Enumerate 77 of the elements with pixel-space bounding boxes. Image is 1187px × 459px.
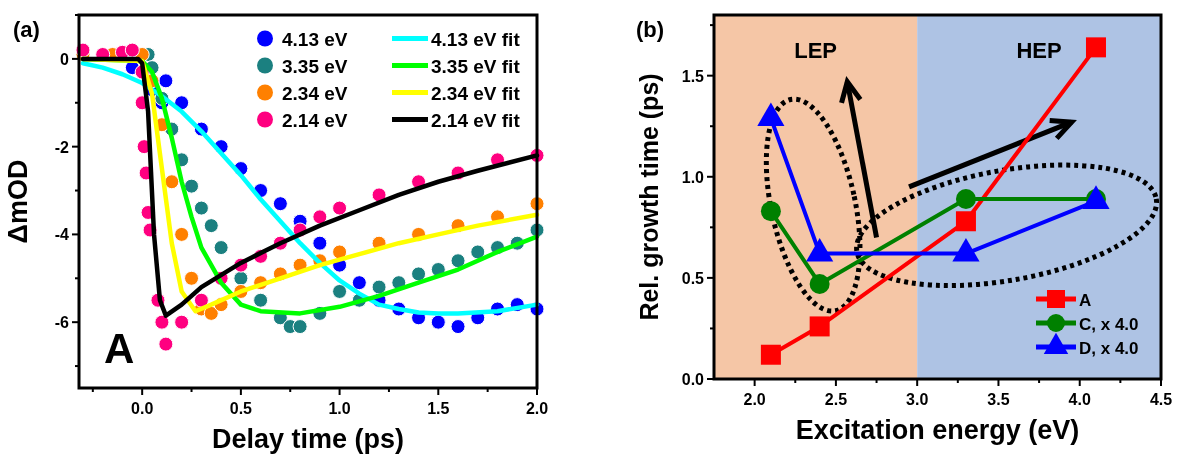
- band-label: LEP: [794, 38, 837, 63]
- point: [332, 244, 348, 260]
- x-tick-label: 4.0: [1068, 391, 1091, 408]
- point: [332, 200, 348, 216]
- chart-title: (a): [13, 17, 40, 42]
- point: [203, 218, 219, 234]
- point: [272, 196, 288, 212]
- point: [312, 209, 328, 225]
- point: [203, 305, 219, 321]
- point: [955, 189, 976, 210]
- y-tick-label: 0.0: [681, 371, 705, 388]
- point: [174, 314, 190, 330]
- x-tick-label: 4.5: [1149, 391, 1173, 408]
- annotation: A: [104, 325, 135, 372]
- point: [292, 319, 308, 335]
- x-tick-label: 3.5: [987, 391, 1010, 408]
- y-tick-label: 0: [60, 50, 70, 68]
- legend-label: 3.35 eV: [282, 55, 348, 77]
- x-axis-title: Delay time (ps): [211, 424, 405, 454]
- point: [124, 42, 140, 58]
- legend-label: A: [1079, 291, 1092, 310]
- point: [430, 314, 446, 330]
- y-tick-label: -4: [54, 226, 70, 244]
- point: [154, 314, 170, 330]
- point: [371, 187, 387, 203]
- point: [213, 240, 229, 256]
- point: [470, 244, 486, 260]
- y-axis-title: ΔmOD: [3, 159, 33, 244]
- legend-label: 4.13 eV fit: [431, 28, 521, 50]
- point: [371, 279, 387, 295]
- x-axis-title: Excitation energy (eV): [795, 415, 1080, 445]
- x-tick-label: 0.5: [229, 400, 253, 417]
- legend-label: 2.14 eV fit: [431, 109, 521, 131]
- legend-label: 3.35 eV fit: [431, 55, 521, 77]
- legend-label: 2.34 eV: [282, 82, 348, 104]
- x-tick-label: 2.0: [743, 391, 766, 408]
- y-axis-title: Rel. growth time (ps): [635, 73, 663, 321]
- y-tick-label: 1.0: [681, 168, 705, 186]
- point: [164, 174, 180, 190]
- legend-label: 2.14 eV: [282, 109, 348, 131]
- x-tick-label: 1.5: [427, 400, 450, 417]
- point: [233, 270, 249, 286]
- point: [760, 201, 781, 222]
- y-tick-label: -6: [54, 314, 70, 332]
- point: [312, 235, 328, 251]
- x-tick-label: 2.5: [824, 391, 848, 408]
- legend-label: C, x 4.0: [1079, 315, 1139, 334]
- band-label: HEP: [1016, 38, 1062, 63]
- point: [809, 273, 830, 294]
- x-tick-label: 1.0: [328, 400, 351, 417]
- x-tick-label: 3.0: [906, 391, 929, 408]
- point: [411, 266, 427, 282]
- legend-label: 2.34 eV fit: [431, 82, 521, 104]
- point: [184, 270, 200, 286]
- x-tick-label: 0.0: [131, 400, 154, 417]
- point: [193, 200, 209, 216]
- x-tick-label: 2.0: [525, 400, 549, 417]
- point: [253, 292, 269, 308]
- point: [1085, 37, 1106, 58]
- y-tick-label: 0.5: [681, 269, 705, 287]
- point: [174, 226, 190, 242]
- point: [809, 316, 830, 337]
- chart-title: (b): [636, 17, 665, 42]
- point: [351, 275, 367, 291]
- y-tick-label: -2: [54, 138, 70, 156]
- y-tick-label: 1.5: [681, 67, 705, 85]
- point: [184, 178, 200, 194]
- point: [955, 211, 976, 232]
- point: [760, 344, 781, 365]
- legend-label: 4.13 eV: [282, 28, 348, 50]
- point: [332, 283, 348, 299]
- point: [193, 292, 209, 308]
- point: [450, 319, 466, 335]
- legend-label: D, x 4.0: [1079, 339, 1139, 358]
- point: [450, 253, 466, 269]
- point: [158, 73, 174, 89]
- point: [158, 336, 174, 352]
